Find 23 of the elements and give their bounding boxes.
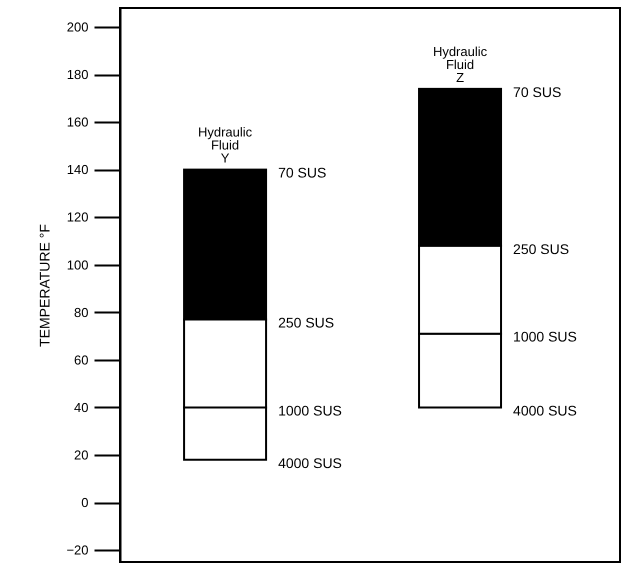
annotation: 4000 SUS [513, 402, 577, 418]
annotation: 4000 SUS [278, 454, 342, 471]
y-axis-title: TEMPERATURE °F [36, 224, 52, 347]
y-tick-label: 180 [66, 67, 88, 82]
annotation: 1000 SUS [513, 328, 577, 345]
y-tick-label: −20 [66, 542, 88, 558]
annotation: 1000 SUS [278, 402, 342, 418]
y-tick-label: 100 [66, 257, 88, 272]
y-tick-label: 0 [81, 495, 88, 510]
annotation: 70 SUS [278, 164, 326, 181]
x-tick-label: Hydraulic Fluid Z [432, 44, 488, 85]
annotation: 250 SUS [278, 314, 334, 330]
annotation: 250 SUS [513, 240, 570, 257]
y-tick-label: 40 [74, 400, 88, 415]
y-tick-label: 120 [66, 210, 88, 225]
y-tick-label: 60 [74, 352, 88, 368]
y-tick-label: 140 [66, 162, 88, 178]
y-tick-label: 20 [74, 448, 88, 463]
x-tick-label: Hydraulic Fluid Y [198, 124, 253, 166]
y-tick-label: 160 [66, 114, 88, 130]
y-tick-label: 80 [74, 304, 88, 320]
annotation: 70 SUS [513, 84, 562, 100]
y-tick-label: 200 [66, 20, 88, 35]
